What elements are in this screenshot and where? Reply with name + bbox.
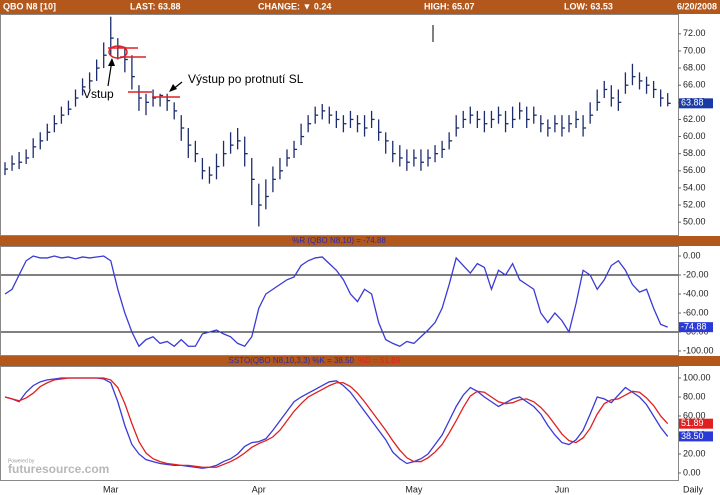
last: LAST: 63.88 xyxy=(130,1,181,11)
circle xyxy=(108,45,128,59)
y-tick-label: 80.00 xyxy=(683,391,706,401)
last-value: 51.89 xyxy=(681,418,704,428)
y-tick-label: -20.00 xyxy=(683,269,709,279)
y-tick-label: 60.00 xyxy=(683,131,706,141)
last-value: 63.88 xyxy=(681,98,704,108)
watermark: futuresource.com xyxy=(8,462,109,476)
y-tick-label: 52.00 xyxy=(683,199,706,209)
y-tick-label: 20.00 xyxy=(683,448,706,458)
date: 6/20/2008 xyxy=(677,1,717,11)
y-tick-label: -40.00 xyxy=(683,288,709,298)
y-tick-label: 62.00 xyxy=(683,114,706,124)
x-tick-label: Jun xyxy=(555,484,570,494)
strip xyxy=(0,236,720,246)
last-value-box xyxy=(679,431,713,442)
y-tick-label: 56.00 xyxy=(683,165,706,175)
header-bar xyxy=(0,0,720,14)
annotation-shapes xyxy=(107,45,183,98)
change: CHANGE: ▼ 0.24 xyxy=(258,1,331,11)
y-tick-label: 72.00 xyxy=(683,28,706,38)
series-line xyxy=(4,377,669,469)
last-value-box xyxy=(679,322,713,333)
watermark-small: Powered by xyxy=(8,458,35,464)
y-tick-label: 100.00 xyxy=(683,372,711,382)
low: LOW: 63.53 xyxy=(564,1,613,11)
panel-title: SSTO(QBO N8,10,3,3) %K = 38.50 xyxy=(229,356,355,365)
strip xyxy=(0,356,720,366)
y-tick-label: 50.00 xyxy=(683,217,706,227)
x-axis-label: Daily xyxy=(683,484,704,494)
y-tick-label: 58.00 xyxy=(683,148,706,158)
x-tick-label: Apr xyxy=(252,484,266,494)
x-tick-label: Mar xyxy=(103,484,119,494)
high: HIGH: 65.07 xyxy=(424,1,475,11)
last-value: -74.88 xyxy=(681,322,707,332)
last-value: 38.50 xyxy=(681,431,704,441)
panel-frame xyxy=(0,246,679,356)
last-value-box xyxy=(679,418,713,429)
y-tick-label: 54.00 xyxy=(683,182,706,192)
panel-frame xyxy=(0,366,679,481)
y-tick-label: 70.00 xyxy=(683,45,706,55)
series-line xyxy=(4,255,668,348)
y-tick-label: 0.00 xyxy=(683,250,701,260)
last-value-box xyxy=(679,98,713,109)
y-tick-label: 66.00 xyxy=(683,80,706,90)
arrowhead xyxy=(169,84,177,92)
annotation: Vstup xyxy=(83,87,114,101)
y-tick-label: 60.00 xyxy=(683,410,706,420)
arrowhead xyxy=(108,58,115,66)
panel-frame xyxy=(0,14,679,236)
y-tick-label: -100.00 xyxy=(683,345,714,355)
y-tick-label: -60.00 xyxy=(683,307,709,317)
y-tick-label: 0.00 xyxy=(683,467,701,477)
x-tick-label: May xyxy=(405,484,423,494)
panel-title: %R (QBO N8,10) = -74.88 xyxy=(292,236,386,245)
symbol: QBO N8 [10] xyxy=(3,1,56,11)
annotation: Výstup po protnutí SL xyxy=(188,72,304,86)
y-tick-label: 68.00 xyxy=(683,62,706,72)
panel-title: %D = 51.89 xyxy=(358,356,401,365)
series-line xyxy=(4,377,669,468)
